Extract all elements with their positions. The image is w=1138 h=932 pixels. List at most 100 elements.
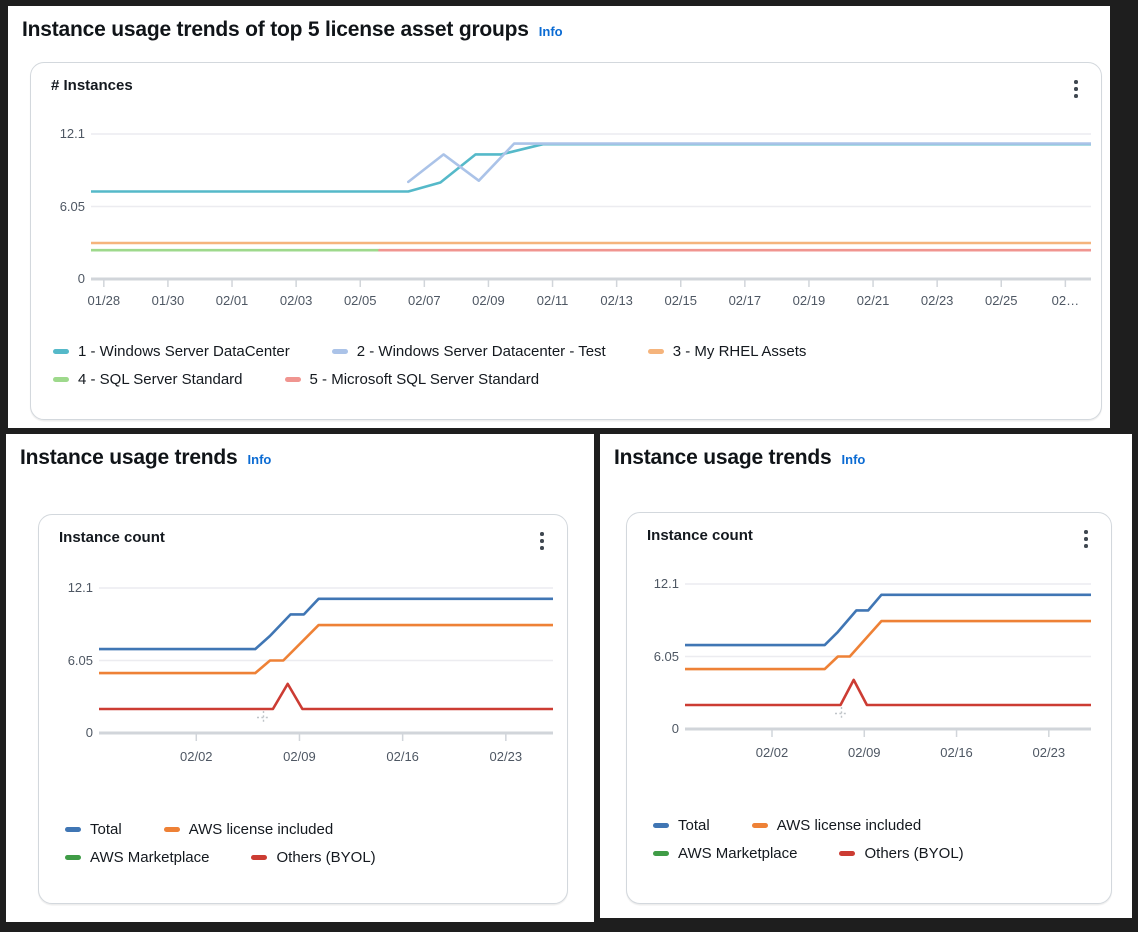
legend-item[interactable]: 1 - Windows Server DataCenter [53,343,290,360]
legend-label: AWS Marketplace [90,849,210,866]
chart-legend: Total AWS license included AWS Marketplace… [65,821,376,866]
chart-card-instance-count: Instance count 12.1 6.05 0 02/02 02/09 02/16… [626,512,1112,904]
y-tick-label: 12.1 [67,580,93,595]
info-link[interactable]: Info [841,452,866,467]
y-tick-label: 0 [671,721,679,736]
legend-item[interactable]: AWS license included [163,821,333,838]
x-tick-label: 02… [1051,293,1080,308]
legend-item[interactable]: Total [653,817,710,834]
x-tick-label: 02/09 [847,745,881,760]
legend-row: 4 - SQL Server Standard 5 - Microsoft SQL… [53,371,806,388]
legend-row: Total AWS license included [65,821,376,838]
legend-label: Others (BYOL) [276,849,376,866]
x-tick-label: 02/01 [215,293,249,308]
panel-title-row: Instance usage trends Info [6,434,594,470]
legend-item[interactable]: AWS Marketplace [65,849,209,866]
panel-instance-usage-trends-left: Instance usage trends Info Instance coun… [6,434,594,922]
y-tick-label: 6.05 [59,198,85,214]
chart-plot-area[interactable] [683,571,1093,738]
legend-row: Total AWS license included [653,817,964,834]
legend-label: Total [678,817,710,834]
crosshair-cursor-icon [835,707,848,720]
legend-label: 1 - Windows Server DataCenter [78,343,290,360]
legend-row: 1 - Windows Server DataCenter 2 - Windows… [53,343,806,360]
legend-item[interactable]: Total [65,821,122,838]
legend-item[interactable]: Others (BYOL) [251,849,376,866]
chart-canvas [89,133,1093,288]
x-axis-labels: 02/02 02/09 02/16 02/23 [99,749,553,767]
chart-plot-area[interactable] [89,121,1093,288]
chart-canvas [683,583,1093,738]
y-tick-label: 12.1 [653,576,679,591]
x-tick-label: 02/05 [343,293,377,308]
x-tick-label: 02/07 [408,293,441,308]
panel-title-row: Instance usage trends Info [600,434,1132,470]
kebab-menu-icon[interactable] [1063,75,1089,103]
legend-swatch-icon [53,377,69,382]
legend-row: AWS Marketplace Others (BYOL) [653,845,964,862]
x-tick-label: 02/02 [180,749,213,764]
legend-item[interactable]: AWS Marketplace [653,845,797,862]
legend-label: 2 - Windows Server Datacenter - Test [356,343,606,360]
x-tick-label: 02/03 [279,293,313,308]
legend-label: 5 - Microsoft SQL Server Standard [309,371,540,388]
x-tick-label: 02/23 [1032,745,1066,760]
x-tick-label: 02/09 [472,293,505,308]
x-tick-label: 02/09 [283,749,316,764]
legend-swatch-icon [653,823,669,828]
legend-item[interactable]: 2 - Windows Server Datacenter - Test [331,343,606,360]
legend-swatch-icon [65,855,81,860]
x-tick-label: 01/28 [87,293,121,308]
legend-label: 4 - SQL Server Standard [78,371,243,388]
legend-swatch-icon [251,855,268,860]
x-tick-label: 02/15 [664,293,698,308]
x-tick-label: 02/02 [755,745,789,760]
chart-card-instance-count: Instance count 12.1 6.05 0 02/02 02/09 02/16… [38,514,568,904]
kebab-menu-icon[interactable] [529,527,555,555]
x-tick-label: 01/30 [151,293,185,308]
x-tick-label: 02/21 [856,293,890,308]
page-title: Instance usage trends [20,446,238,469]
info-link[interactable]: Info [538,24,563,39]
chart-plot-area[interactable] [97,575,555,742]
legend-label: AWS license included [776,817,922,834]
x-tick-label: 02/19 [792,293,826,308]
legend-item[interactable]: Others (BYOL) [839,845,964,862]
y-tick-label: 0 [85,725,93,740]
legend-item[interactable]: 3 - My RHEL Assets [647,343,806,360]
chart-legend: 1 - Windows Server DataCenter 2 - Windows… [53,343,806,388]
chart-canvas [97,587,555,742]
y-tick-label: 0 [77,271,85,286]
chart-card-title: # Instances [51,77,133,94]
legend-item[interactable]: 4 - SQL Server Standard [53,371,243,388]
legend-swatch-icon [53,349,69,354]
x-axis-labels: 02/02 02/09 02/16 02/23 [685,745,1091,763]
legend-swatch-icon [647,349,664,354]
panel-instance-usage-trends-right: Instance usage trends Info Instance coun… [600,434,1132,918]
page-title: Instance usage trends of top 5 license a… [22,18,529,41]
chart-legend: Total AWS license included AWS Marketplace… [653,817,964,862]
x-tick-label: 02/11 [536,293,569,308]
legend-swatch-icon [163,827,180,832]
legend-label: AWS Marketplace [678,845,798,862]
crosshair-cursor-icon [257,711,270,724]
legend-swatch-icon [65,827,81,832]
x-axis-labels: 01/28 01/30 02/01 02/03 02/05 02/07 02/09 02/11… [87,293,1091,311]
panel-top-license-asset-groups: Instance usage trends of top 5 license a… [8,6,1110,428]
legend-swatch-icon [331,349,348,354]
chart-card-instances: # Instances 12.1 6.05 0 01/28 01/30 02/01 02/… [30,62,1102,420]
y-tick-label: 12.1 [59,126,85,141]
y-axis-labels: 12.1 6.05 0 [41,121,85,287]
legend-item[interactable]: 5 - Microsoft SQL Server Standard [284,371,540,388]
x-tick-label: 02/13 [600,293,633,308]
info-link[interactable]: Info [247,452,272,467]
y-tick-label: 6.05 [653,648,679,664]
x-tick-label: 02/16 [386,749,419,764]
legend-swatch-icon [653,851,669,856]
chart-card-title: Instance count [647,527,753,544]
kebab-menu-icon[interactable] [1073,525,1099,553]
legend-swatch-icon [839,851,856,856]
y-axis-labels: 12.1 6.05 0 [47,575,93,741]
legend-item[interactable]: AWS license included [751,817,922,834]
chart-card-title: Instance count [59,529,165,546]
